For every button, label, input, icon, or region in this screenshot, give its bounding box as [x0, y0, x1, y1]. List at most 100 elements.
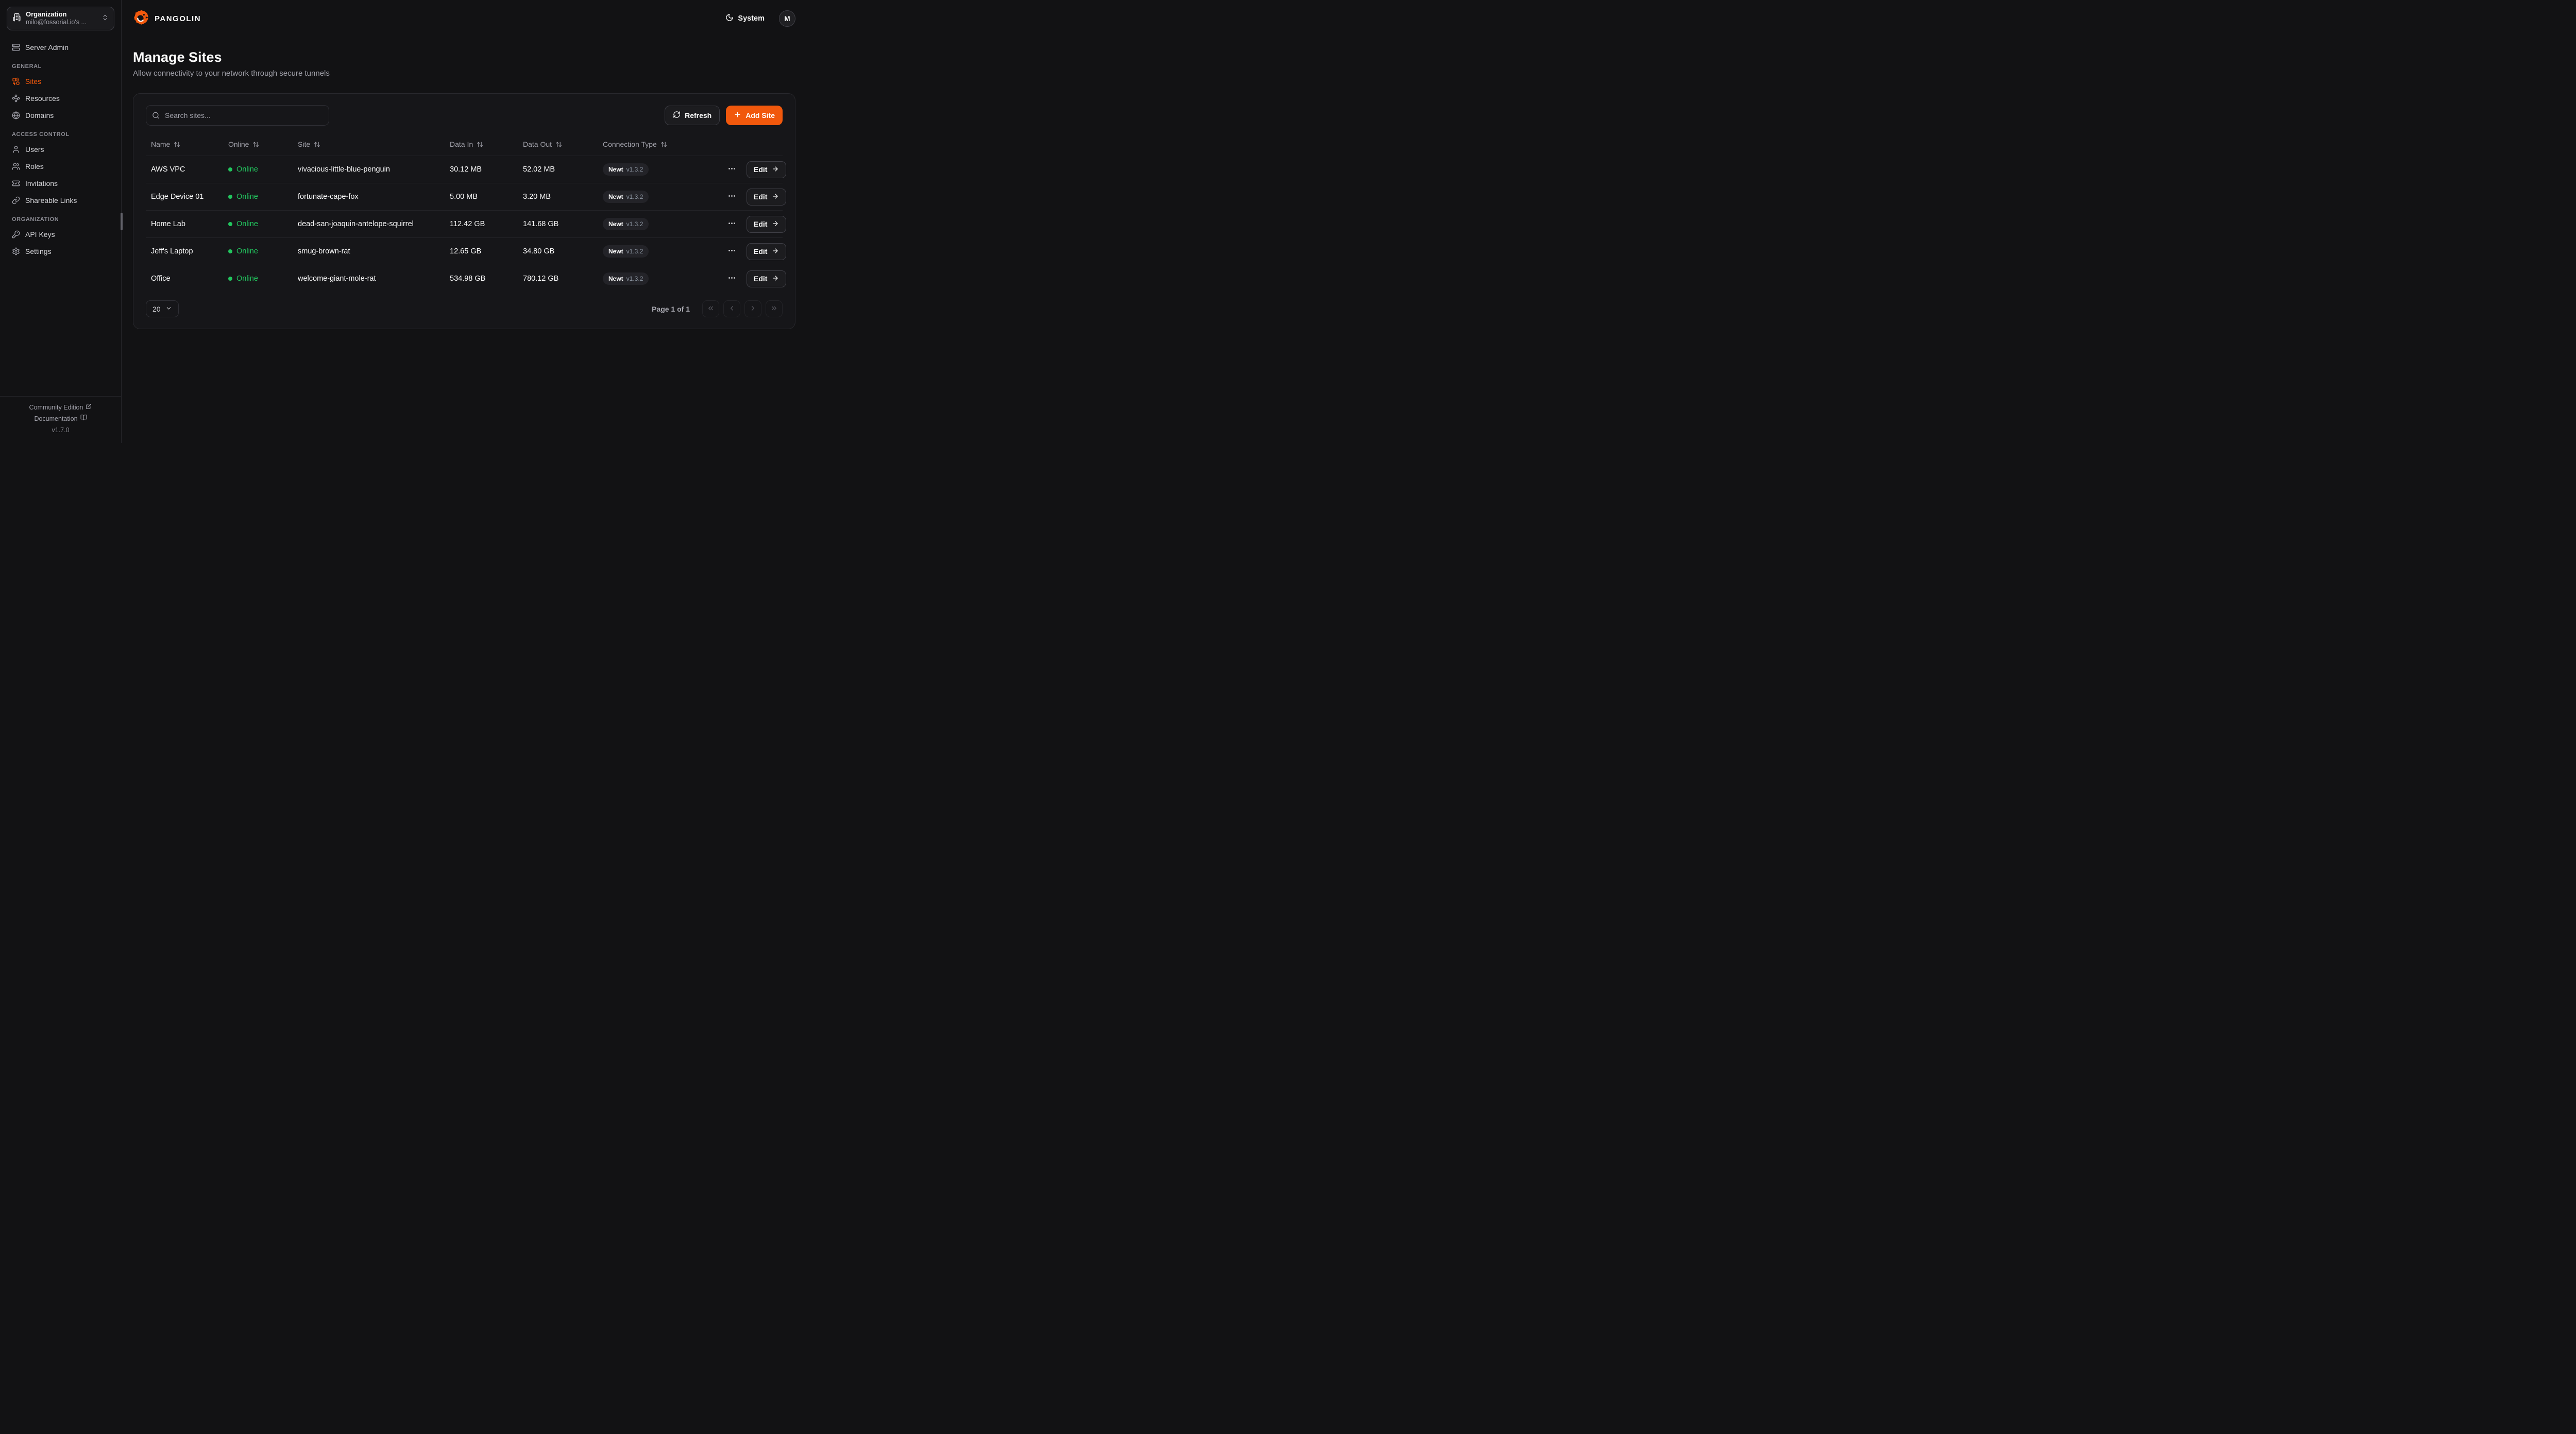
brand[interactable]: PANGOLIN: [133, 9, 201, 28]
column-header-data-out[interactable]: Data Out: [518, 140, 562, 148]
ellipsis-icon: [727, 219, 736, 229]
sidebar-resize-handle[interactable]: [120, 213, 123, 230]
connection-type-cell: Newt v1.3.2: [598, 191, 726, 203]
sidebar-item-label: Resources: [25, 94, 60, 103]
column-header-name[interactable]: Name: [146, 140, 180, 148]
external-link-icon: [86, 402, 92, 413]
online-status-label: Online: [236, 247, 258, 255]
sidebar-footer: Community Edition Documentation v1.7.0: [0, 396, 121, 443]
page-info: Page 1 of 1: [652, 304, 690, 313]
ellipsis-icon: [727, 246, 736, 257]
sidebar-item-sites[interactable]: Sites: [7, 74, 114, 89]
connection-version-label: v1.3.2: [626, 248, 643, 255]
row-menu-button[interactable]: [726, 245, 737, 258]
previous-page-button[interactable]: [723, 300, 740, 317]
sort-icon: [314, 141, 320, 148]
sidebar-item-api-keys[interactable]: API Keys: [7, 227, 114, 242]
online-status-cell: Online: [223, 220, 293, 228]
sidebar-item-shareable-links[interactable]: Shareable Links: [7, 193, 114, 208]
column-header-label: Name: [151, 140, 171, 148]
sites-icon: [12, 77, 20, 86]
page-size-value: 20: [152, 304, 161, 313]
search-input[interactable]: [146, 105, 329, 126]
row-menu-button[interactable]: [726, 272, 737, 285]
add-site-button[interactable]: Add Site: [726, 106, 783, 125]
online-status-cell: Online: [223, 193, 293, 201]
theme-toggle-button[interactable]: System: [722, 13, 768, 24]
sidebar-nav-sections: GENERAL Sites Resources Domains ACCESS CONTR…: [7, 63, 114, 259]
org-switcher-label: Organization: [26, 10, 67, 19]
sidebar-item-label: API Keys: [25, 230, 55, 238]
connection-type-badge: Newt v1.3.2: [603, 272, 649, 285]
row-menu-button[interactable]: [726, 163, 737, 176]
sidebar-item-label: Users: [25, 145, 44, 153]
sidebar-item-resources[interactable]: Resources: [7, 91, 114, 106]
edit-button[interactable]: Edit: [747, 188, 787, 206]
column-header-online[interactable]: Online: [223, 140, 259, 148]
user-avatar[interactable]: M: [779, 10, 795, 27]
connection-type-label: Newt: [608, 248, 623, 255]
row-menu-button[interactable]: [726, 191, 737, 203]
edit-button-label: Edit: [754, 193, 768, 201]
sidebar-item-label: Roles: [25, 162, 44, 170]
site-slug-cell: smug-brown-rat: [298, 247, 350, 255]
row-menu-button[interactable]: [726, 218, 737, 230]
sidebar-item-domains[interactable]: Domains: [7, 108, 114, 123]
column-header-label: Data In: [450, 140, 473, 148]
ticket-check-icon: [12, 179, 20, 187]
sites-card: Refresh Add Site Name Online Site Data In Da…: [133, 93, 795, 329]
site-name-cell: AWS VPC: [151, 165, 185, 174]
last-page-button[interactable]: [766, 300, 783, 317]
sort-icon: [252, 141, 259, 148]
first-page-button[interactable]: [702, 300, 719, 317]
documentation-label: Documentation: [34, 415, 78, 422]
sort-icon: [660, 141, 667, 148]
documentation-link[interactable]: Documentation: [34, 413, 87, 424]
edit-button[interactable]: Edit: [747, 243, 787, 260]
connection-type-cell: Newt v1.3.2: [598, 272, 726, 285]
sidebar-item-server-admin[interactable]: Server Admin: [7, 40, 114, 55]
chevrons-up-down-icon: [101, 14, 109, 24]
sidebar-item-roles[interactable]: Roles: [7, 159, 114, 174]
table-row: Edge Device 01 Online fortunate-cape-fox 5.…: [146, 183, 787, 210]
online-status-cell: Online: [223, 275, 293, 283]
version-label: v1.7.0: [52, 426, 70, 434]
building-icon: [12, 13, 21, 24]
sidebar-item-settings[interactable]: Settings: [7, 244, 114, 259]
column-header-label: Data Out: [523, 140, 552, 148]
globe-icon: [12, 111, 20, 120]
sidebar-nav-top: Server Admin: [7, 40, 114, 55]
refresh-button[interactable]: Refresh: [665, 106, 720, 125]
org-switcher[interactable]: Organization milo@fossorial.io's ...: [7, 7, 114, 30]
sidebar-item-invitations[interactable]: Invitations: [7, 176, 114, 191]
connection-type-cell: Newt v1.3.2: [598, 218, 726, 230]
table-row: Jeff's Laptop Online smug-brown-rat 12.65 G…: [146, 237, 787, 265]
column-header-site[interactable]: Site: [293, 140, 320, 148]
page-size-select[interactable]: 20: [146, 300, 179, 317]
online-status-dot: [228, 277, 232, 281]
table-footer: 20 Page 1 of 1: [146, 300, 783, 317]
sidebar-item-label: Settings: [25, 247, 52, 255]
column-header-connection-type[interactable]: Connection Type: [598, 140, 667, 148]
column-header-data-in[interactable]: Data In: [445, 140, 483, 148]
next-page-button[interactable]: [744, 300, 761, 317]
server-icon: [12, 43, 20, 52]
arrow-right-icon: [772, 275, 779, 283]
nav-section-label-access-control: ACCESS CONTROL: [12, 131, 70, 138]
sites-toolbar: Refresh Add Site: [146, 105, 783, 126]
table-header-row: Name Online Site Data In Data Out Connection …: [146, 134, 783, 156]
community-edition-link[interactable]: Community Edition: [29, 402, 92, 413]
data-in-cell: 534.98 GB: [450, 275, 486, 283]
edit-button[interactable]: Edit: [747, 161, 787, 178]
refresh-button-label: Refresh: [685, 111, 712, 120]
sidebar-item-users[interactable]: Users: [7, 142, 114, 157]
edit-button[interactable]: Edit: [747, 270, 787, 287]
site-name-cell: Edge Device 01: [151, 193, 204, 201]
table-row: Home Lab Online dead-san-joaquin-antelope-…: [146, 210, 787, 237]
online-status-dot: [228, 249, 232, 253]
online-status-dot: [228, 167, 232, 172]
sort-icon: [555, 141, 562, 148]
site-name-cell: Jeff's Laptop: [151, 247, 193, 255]
edit-button[interactable]: Edit: [747, 215, 787, 233]
connection-type-cell: Newt v1.3.2: [598, 163, 726, 176]
